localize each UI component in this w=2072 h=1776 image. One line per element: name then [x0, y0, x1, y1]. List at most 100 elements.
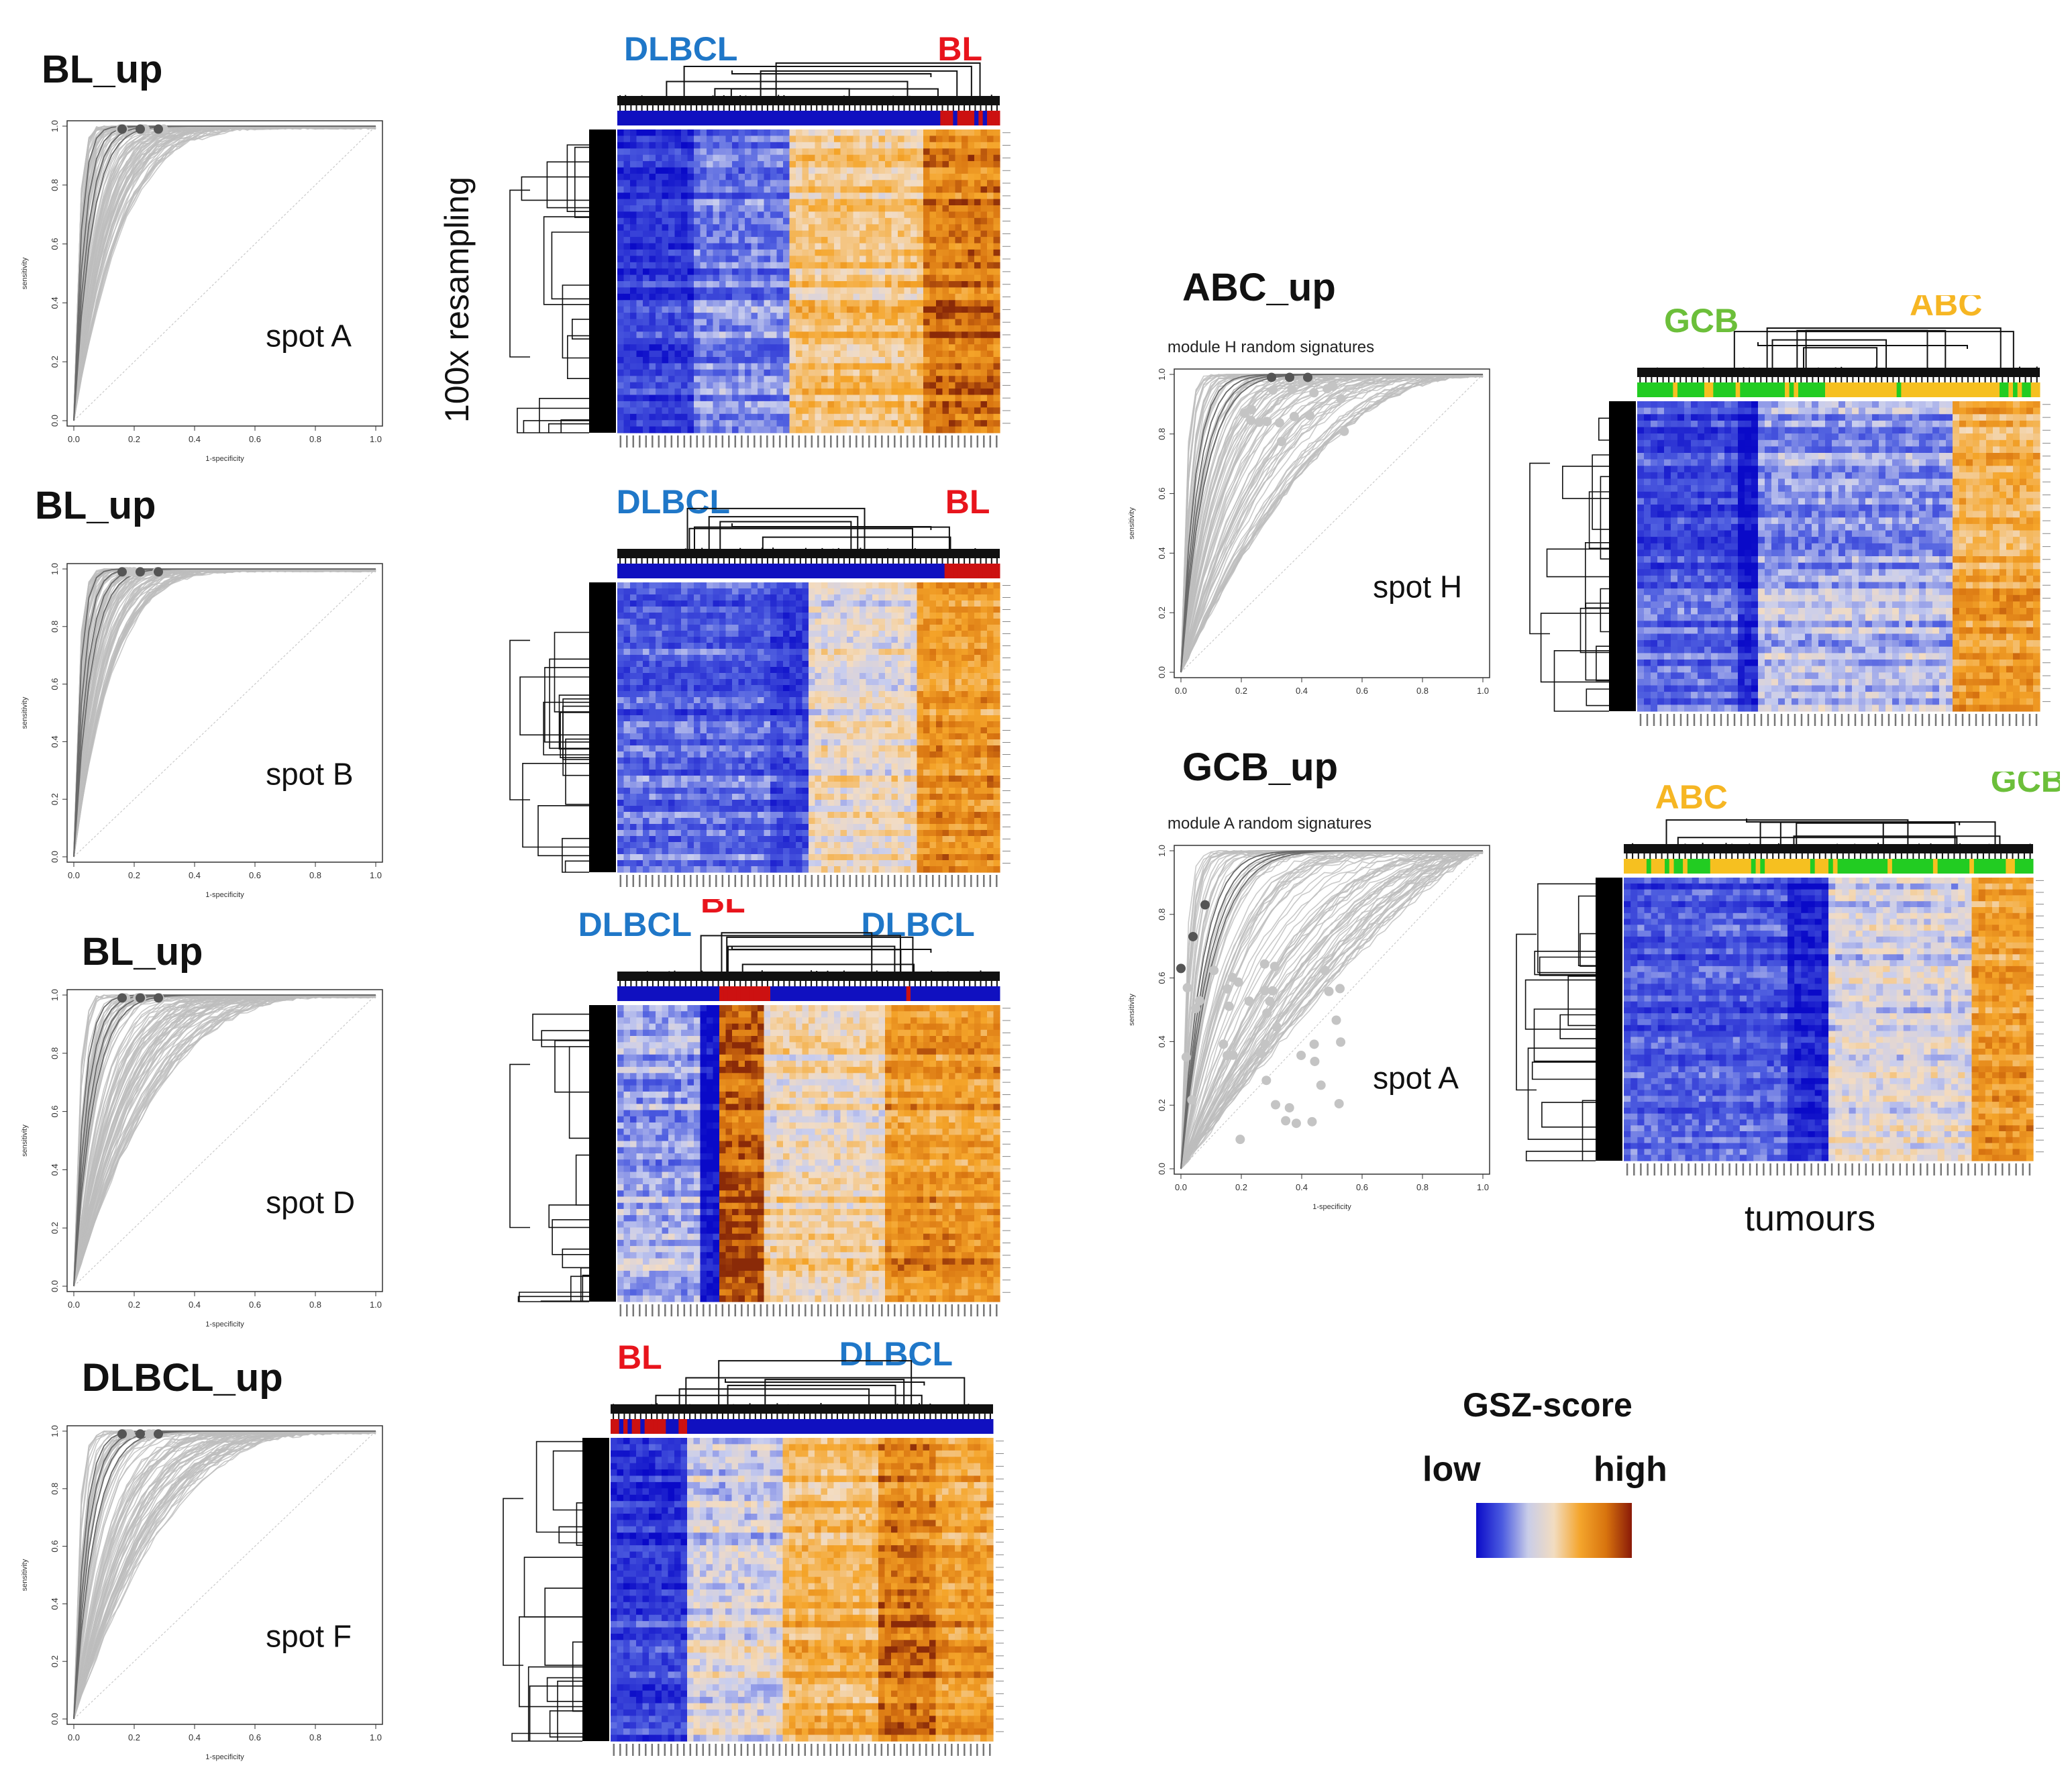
heatmap-cell	[936, 205, 943, 212]
heatmap-cell	[776, 217, 784, 225]
heatmap-cell	[853, 211, 860, 219]
annotation-cell	[758, 111, 762, 125]
heatmap-cell	[860, 224, 867, 231]
heatmap-cell	[732, 161, 739, 168]
heatmap-cell	[783, 211, 790, 219]
heatmap-cell	[681, 325, 688, 332]
heatmap-cell	[623, 313, 631, 320]
heatmap-cell	[878, 180, 886, 187]
heatmap-cell	[955, 129, 962, 136]
heatmap-cell	[885, 395, 892, 402]
y-tick-label: 0.8	[50, 179, 60, 191]
heatmap-cell	[796, 136, 803, 143]
heatmap-cell	[968, 600, 975, 607]
heatmap-cell	[904, 582, 911, 589]
heatmap-cell	[668, 319, 676, 326]
heatmap-cell	[827, 637, 835, 643]
annotation-cell	[698, 564, 703, 578]
heatmap-cell	[764, 413, 771, 421]
heatmap-cell	[668, 205, 676, 212]
heatmap-cell	[789, 600, 796, 607]
heatmap-cell	[802, 274, 809, 282]
heatmap-cell	[847, 607, 854, 613]
heatmap-cell	[962, 588, 969, 595]
heatmap-cell	[751, 685, 758, 692]
heatmap-cell	[719, 154, 727, 162]
annotation-cell	[660, 564, 665, 578]
heatmap-cell	[955, 382, 962, 389]
heatmap-cell	[834, 262, 841, 269]
heatmap-cell	[725, 205, 733, 212]
heatmap-cell	[630, 136, 637, 143]
group-label: DLBCL	[624, 30, 737, 68]
heatmap-cell	[904, 142, 911, 149]
heatmap-cell	[662, 350, 669, 358]
heatmap-cell	[776, 625, 784, 631]
heatmap-cell	[962, 173, 969, 180]
heatmap-cell	[707, 281, 714, 288]
heatmap-cell	[936, 673, 943, 680]
heatmap-cell	[955, 376, 962, 383]
heatmap-cell	[694, 637, 701, 643]
heatmap-cell	[821, 703, 829, 710]
heatmap-cell	[815, 136, 822, 143]
heatmap-cell	[738, 420, 745, 427]
heatmap-cell	[687, 344, 694, 352]
heatmap-cell	[929, 224, 937, 231]
heatmap-cell	[993, 154, 1000, 162]
heatmap-cell	[993, 249, 1000, 256]
heatmap-cell	[936, 667, 943, 674]
heatmap-cell	[656, 715, 663, 722]
heatmap-cell	[687, 679, 694, 686]
heatmap-cell	[674, 582, 682, 589]
heatmap-cell	[942, 319, 949, 326]
heatmap-cell	[815, 363, 822, 370]
heatmap-cell	[674, 148, 682, 156]
heatmap-cell	[904, 376, 911, 383]
heatmap-cell	[980, 588, 988, 595]
heatmap-cell	[700, 268, 707, 276]
heatmap-cell	[911, 337, 918, 345]
heatmap-cell	[668, 407, 676, 415]
heatmap-cell	[866, 293, 873, 301]
heatmap-cell	[674, 655, 682, 662]
roc-curve-dark	[73, 1430, 376, 1720]
heatmap-cell	[885, 588, 892, 595]
heatmap-cell	[974, 306, 982, 313]
heatmap-cell	[630, 243, 637, 250]
heatmap-cell	[668, 395, 676, 402]
heatmap-cell	[891, 313, 898, 320]
heatmap-cell	[885, 637, 892, 643]
heatmap-cell	[643, 697, 650, 704]
annotation-cell	[774, 111, 780, 125]
heatmap-cell	[630, 180, 637, 187]
heatmap-cell	[630, 625, 637, 631]
heatmap-cell	[623, 142, 631, 149]
heatmap-cell	[923, 293, 931, 301]
heatmap-cell	[987, 350, 994, 358]
heatmap-cell	[668, 697, 676, 704]
heatmap-cell	[751, 249, 758, 256]
heatmap-cell	[636, 224, 643, 231]
heatmap-cell	[719, 262, 727, 269]
heatmap-cell	[923, 673, 931, 680]
heatmap-cell	[834, 413, 841, 421]
heatmap-cell	[917, 407, 924, 415]
heatmap-cell	[853, 667, 860, 674]
heatmap-cell	[630, 281, 637, 288]
heatmap-cell	[987, 319, 994, 326]
heatmap-cell	[681, 673, 688, 680]
heatmap-cell	[623, 388, 631, 396]
heatmap-cell	[617, 344, 625, 352]
heatmap-cell	[815, 388, 822, 396]
heatmap-cell	[955, 363, 962, 370]
heatmap-cell	[630, 199, 637, 206]
heatmap-cell	[745, 243, 752, 250]
annotation-cell	[860, 111, 864, 125]
heatmap-cell	[936, 588, 943, 595]
roc-point-dark	[154, 124, 163, 134]
heatmap-cell	[776, 230, 784, 238]
heatmap-cell	[917, 337, 924, 345]
heatmap-cell	[840, 268, 847, 276]
heatmap-cell	[955, 186, 962, 193]
